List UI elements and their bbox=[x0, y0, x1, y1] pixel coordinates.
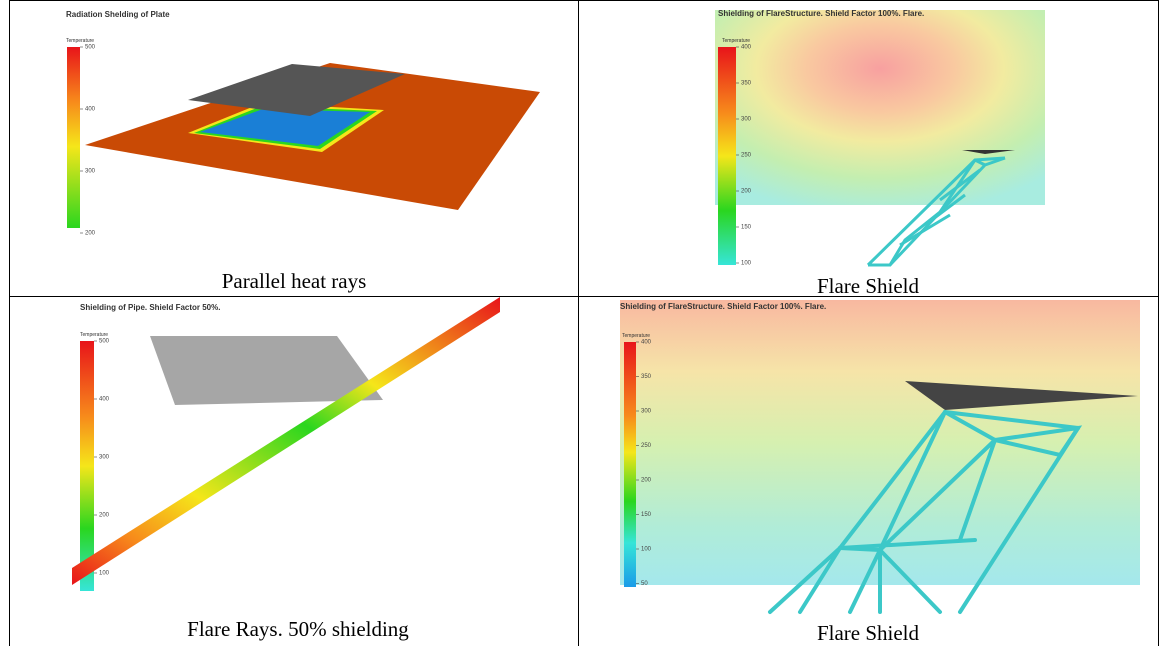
caption: Flare Shield bbox=[817, 621, 920, 645]
legend-tick-label: 500 bbox=[85, 45, 96, 51]
legend-tick-label: 400 bbox=[85, 107, 96, 113]
legend-tick-label: 200 bbox=[741, 189, 752, 195]
legend-tick-label: 250 bbox=[641, 443, 652, 449]
legend-tick-label: 300 bbox=[85, 169, 96, 175]
scene-title: Radiation Shelding of Plate bbox=[66, 10, 170, 19]
legend-tick-label: 350 bbox=[741, 81, 752, 87]
scene-title: Shielding of FlareStructure. Shield Fact… bbox=[718, 9, 924, 18]
legend-tick-label: 100 bbox=[741, 261, 752, 267]
legend-tick-label: 400 bbox=[641, 340, 652, 346]
legend-tick-label: 200 bbox=[85, 231, 96, 237]
legend-tick-label: 500 bbox=[99, 339, 110, 345]
legend-tick-label: 400 bbox=[99, 397, 110, 403]
legend-tick-label: 300 bbox=[741, 117, 752, 123]
legend-tick-label: 50 bbox=[641, 581, 648, 587]
scene-title: Shielding of Pipe. Shield Factor 50%. bbox=[80, 303, 220, 312]
legend-tick-label: 400 bbox=[741, 45, 752, 51]
legend-tick-label: 150 bbox=[641, 512, 652, 518]
legend-tick-label: 150 bbox=[741, 225, 752, 231]
legend-tick-label: 200 bbox=[641, 478, 652, 484]
legend-title: Temperature bbox=[622, 333, 650, 339]
truss-scene bbox=[620, 300, 1140, 612]
flare-scene bbox=[715, 10, 1045, 265]
caption: Parallel heat rays bbox=[222, 269, 367, 293]
caption: Flare Shield bbox=[817, 274, 920, 298]
page: Radiation Shelding of PlateTemperature50… bbox=[0, 0, 1166, 646]
legend-tick-label: 100 bbox=[99, 571, 110, 577]
plate-scene bbox=[67, 47, 540, 228]
legend-title: Temperature bbox=[66, 38, 94, 44]
legend-tick-label: 350 bbox=[641, 374, 652, 380]
legend-title: Temperature bbox=[80, 332, 108, 338]
legend-tick-label: 300 bbox=[99, 455, 110, 461]
legend-tick-label: 250 bbox=[741, 153, 752, 159]
legend-tick-label: 100 bbox=[641, 547, 652, 553]
legend-title: Temperature bbox=[722, 38, 750, 44]
legend-tick-label: 300 bbox=[641, 409, 652, 415]
pipe-scene bbox=[72, 297, 500, 591]
legend-tick-label: 200 bbox=[99, 513, 110, 519]
scene-title: Shielding of FlareStructure. Shield Fact… bbox=[620, 302, 826, 311]
caption: Flare Rays. 50% shielding bbox=[187, 617, 409, 641]
